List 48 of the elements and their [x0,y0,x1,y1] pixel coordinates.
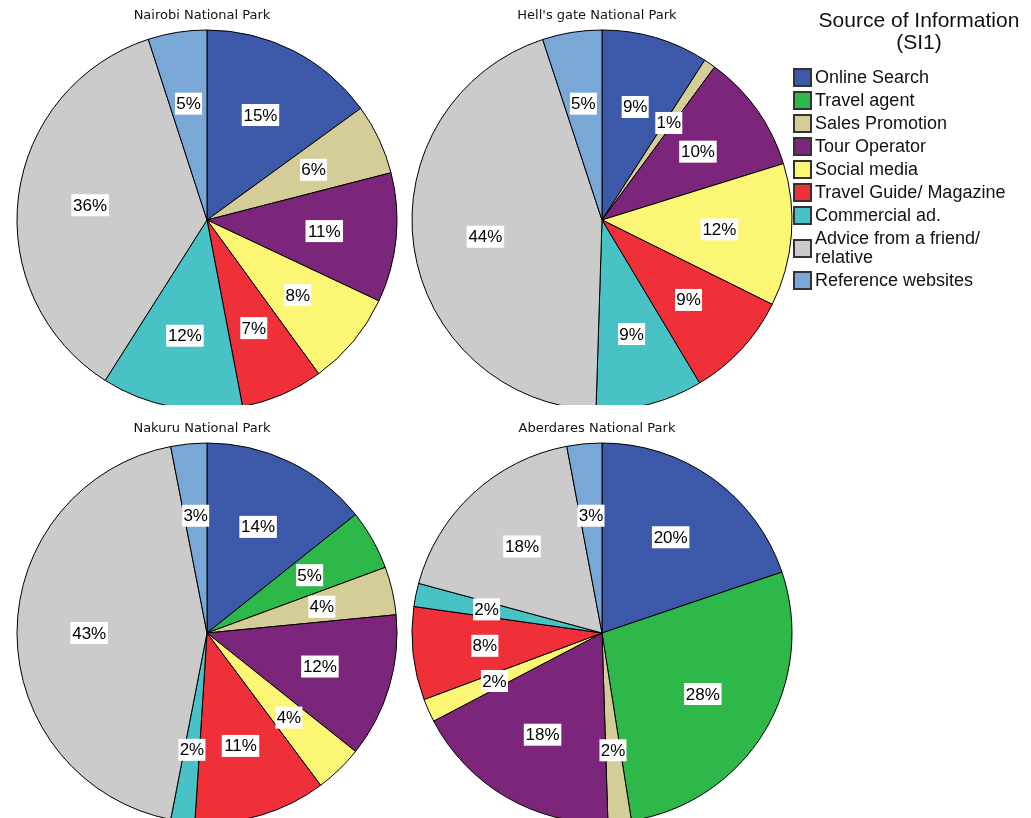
legend-label: Tour Operator [815,136,927,156]
data-label: 14% [241,517,276,537]
legend-label: Travel Guide/ Magazine [815,182,1006,202]
data-label: 11% [224,736,257,756]
data-label: 4% [309,597,335,617]
data-label: 5% [571,94,596,114]
data-label: 2% [179,740,205,760]
legend-title: Source of Information (SI1) [817,8,1021,53]
chart-title: Hell's gate National Park [516,6,678,24]
data-label: 9% [676,290,701,310]
chart-title: Aberdares National Park [517,419,677,437]
legend-label: Commercial ad. [815,205,942,225]
data-label: 6% [301,160,326,180]
data-label: 2% [474,599,499,619]
data-label: 20% [653,527,688,547]
data-label: 12% [167,326,202,346]
data-label: 11% [307,221,341,241]
data-label: 10% [680,142,715,162]
legend-label: Social media [815,159,919,179]
data-label: 8% [472,636,498,656]
data-label: 18% [504,537,540,557]
data-label: 18% [525,725,560,745]
data-label: 43% [72,623,107,643]
data-label: 1% [656,113,682,133]
chart-title: Nakuru National Park [132,419,272,437]
data-label: 9% [619,324,644,344]
legend-label: Reference websites [815,270,974,290]
legend-label: Advice from a friend/ relative [815,228,982,267]
data-label: 12% [302,657,337,677]
legend-label: Travel agent [815,90,915,110]
data-label: 2% [600,740,626,760]
data-label: 4% [276,708,302,728]
data-label: 3% [183,506,208,526]
data-label: 5% [297,565,322,585]
legend-label: Sales Promotion [815,113,948,133]
data-label: 8% [285,285,311,305]
legend-label: Online Search [815,67,930,87]
data-label: 15% [243,105,278,125]
chart-title: Nairobi National Park [132,6,272,24]
data-label: 28% [685,684,720,704]
data-label: 36% [73,195,108,215]
data-label: 9% [622,97,648,117]
data-label: 2% [482,671,507,691]
data-label: 3% [578,506,604,526]
data-label: 44% [468,227,503,247]
data-label: 5% [176,94,201,114]
data-label: 7% [241,318,267,338]
data-label: 12% [702,219,737,239]
